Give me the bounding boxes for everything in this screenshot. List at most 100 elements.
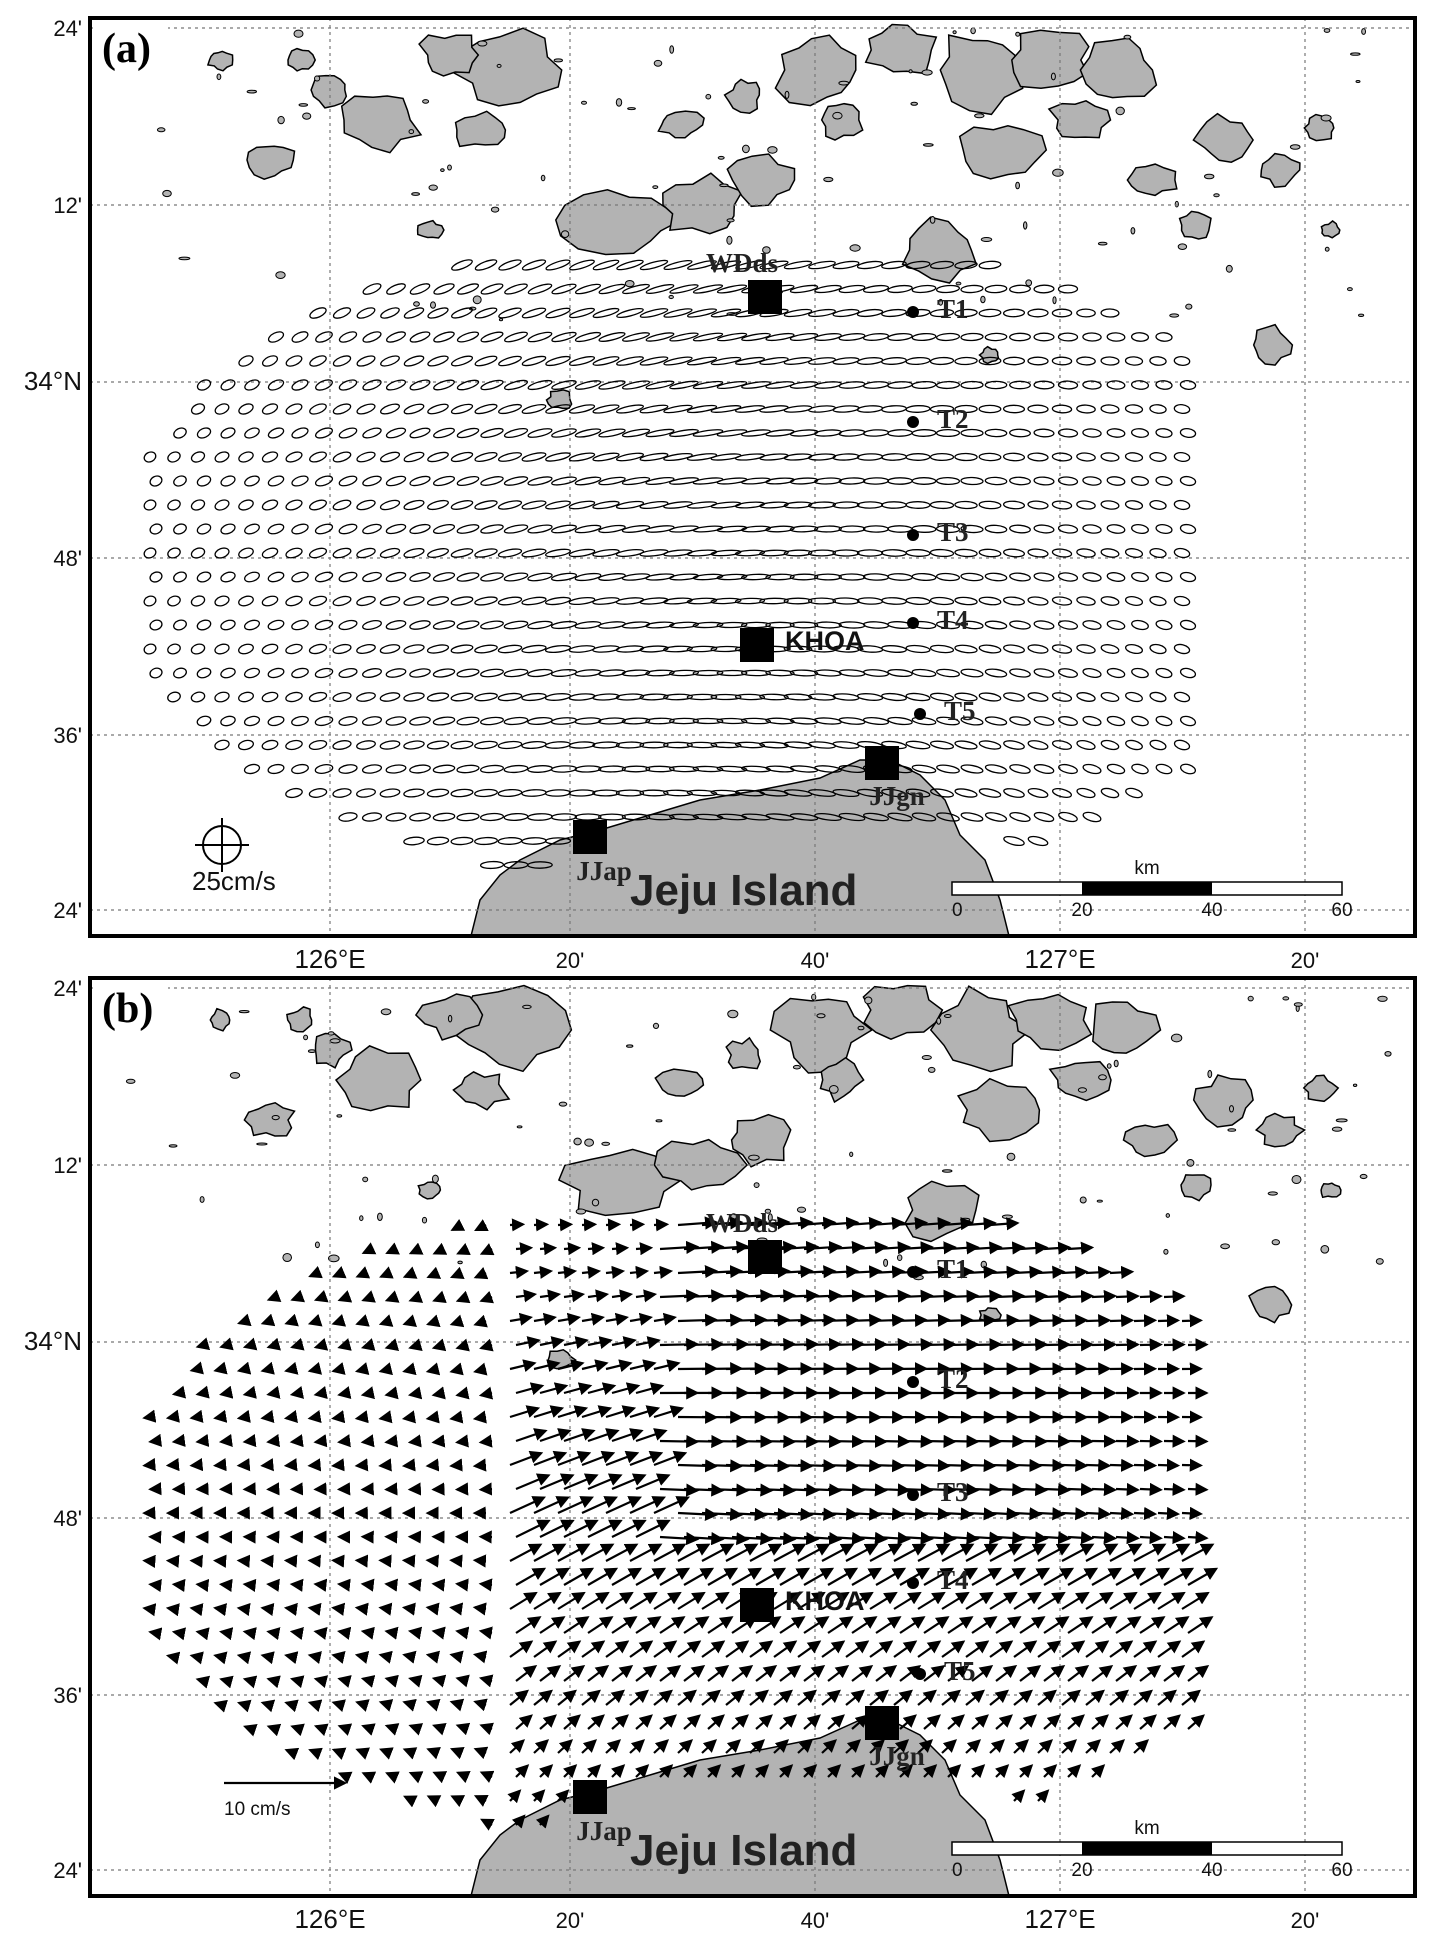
panel-a: 24' 12' 34°N 48' 36' 24' 126°E 20' 40' 127°E 20' (a… bbox=[24, 16, 1417, 974]
tidal-ellipse bbox=[497, 548, 523, 558]
tidal-ellipse bbox=[1082, 715, 1102, 727]
tidal-ellipse bbox=[243, 619, 261, 631]
tidal-ellipse bbox=[616, 259, 644, 271]
current-vector bbox=[1067, 1434, 1095, 1448]
tidal-ellipse bbox=[1051, 548, 1073, 558]
tidal-ellipse bbox=[474, 259, 498, 271]
tidal-ellipse bbox=[498, 355, 522, 367]
tidal-ellipse bbox=[1082, 572, 1102, 582]
current-vector bbox=[218, 1578, 233, 1592]
station-marker-jjap bbox=[573, 1780, 607, 1814]
tidal-ellipse bbox=[356, 499, 376, 511]
tidal-ellipse bbox=[409, 620, 431, 630]
tidal-ellipse bbox=[1009, 620, 1031, 630]
current-vector bbox=[425, 1458, 440, 1472]
tidal-ellipse bbox=[503, 620, 529, 630]
latitude-label: 48' bbox=[53, 546, 82, 571]
tidal-ellipse bbox=[285, 787, 303, 799]
tidal-ellipse bbox=[1033, 716, 1055, 726]
tidal-ellipse bbox=[984, 812, 1008, 822]
tidal-ellipse bbox=[338, 427, 358, 439]
islet-shape bbox=[941, 1169, 953, 1173]
tidal-ellipse bbox=[1033, 811, 1055, 823]
tidal-ellipse bbox=[783, 597, 813, 605]
tidal-ellipse bbox=[716, 284, 748, 294]
tidal-ellipse bbox=[385, 812, 407, 822]
tidal-ellipse bbox=[379, 740, 401, 750]
tidal-ellipse bbox=[267, 715, 285, 727]
tidal-ellipse bbox=[190, 643, 206, 655]
tidal-ellipse bbox=[385, 475, 407, 487]
tidal-ellipse bbox=[338, 812, 358, 822]
tidal-ellipse bbox=[1076, 739, 1096, 751]
tidal-ellipse bbox=[243, 763, 261, 775]
tidal-ellipse bbox=[451, 259, 473, 271]
tidal-ellipse bbox=[214, 739, 230, 751]
latitude-label: 12' bbox=[53, 1153, 82, 1178]
tidal-ellipse bbox=[527, 620, 553, 630]
tidal-ellipse bbox=[960, 716, 984, 726]
station-marker-khoa bbox=[740, 1588, 774, 1622]
tidal-ellipse bbox=[929, 644, 955, 654]
tidal-ellipse bbox=[521, 307, 547, 319]
tidal-ellipse bbox=[960, 332, 984, 342]
tidal-ellipse bbox=[385, 571, 407, 583]
scale-tick-label: 40 bbox=[1201, 1860, 1222, 1881]
islet-shape bbox=[573, 1137, 582, 1146]
islet-shape bbox=[980, 295, 986, 304]
island-shape bbox=[454, 110, 507, 148]
islet-shape bbox=[849, 1151, 854, 1158]
tidal-ellipse bbox=[309, 307, 327, 319]
current-vector bbox=[384, 1434, 399, 1448]
current-vector bbox=[533, 1218, 550, 1232]
tidal-ellipse bbox=[1155, 763, 1173, 775]
tidal-ellipse bbox=[692, 669, 724, 677]
tidal-ellipse bbox=[551, 331, 577, 343]
tidal-ellipse bbox=[237, 739, 255, 751]
transect-label-t3: T3 bbox=[937, 517, 969, 547]
tidal-ellipse bbox=[450, 836, 474, 846]
transect-point-t2 bbox=[907, 416, 919, 428]
islet-shape bbox=[624, 280, 635, 288]
tidal-ellipse bbox=[196, 667, 212, 679]
tidal-ellipse bbox=[285, 355, 303, 367]
current-vector bbox=[331, 1458, 345, 1472]
transect-point-t3 bbox=[907, 529, 919, 541]
islet-shape bbox=[1130, 227, 1136, 235]
tidal-ellipse bbox=[838, 525, 866, 533]
tidal-ellipse bbox=[527, 428, 553, 438]
current-vector bbox=[1067, 1482, 1095, 1497]
tidal-ellipse bbox=[905, 692, 931, 702]
tidal-ellipse bbox=[167, 595, 181, 607]
tidal-ellipse bbox=[598, 332, 626, 342]
current-vector bbox=[242, 1627, 257, 1641]
tidal-ellipse bbox=[716, 669, 748, 677]
current-vector bbox=[1157, 1314, 1181, 1328]
tidal-ellipse bbox=[1100, 404, 1120, 414]
tidal-ellipse bbox=[545, 548, 571, 558]
islet-shape bbox=[421, 1216, 428, 1224]
islet-shape bbox=[246, 89, 258, 94]
tidal-ellipse bbox=[480, 283, 504, 295]
tidal-ellipse bbox=[574, 380, 602, 390]
tidal-ellipse bbox=[978, 644, 1002, 654]
tidal-ellipse bbox=[527, 283, 553, 295]
islet-shape bbox=[857, 1025, 865, 1031]
current-vector bbox=[1085, 1506, 1112, 1521]
islet-shape bbox=[516, 1125, 523, 1129]
current-vector bbox=[260, 1602, 275, 1617]
tidal-ellipse bbox=[598, 813, 626, 821]
islet-shape bbox=[282, 1253, 293, 1262]
tidal-ellipse bbox=[789, 332, 819, 342]
current-vector bbox=[449, 1554, 463, 1568]
tidal-ellipse bbox=[409, 523, 431, 535]
latitude-label: 36' bbox=[53, 723, 82, 748]
tidal-ellipse bbox=[807, 549, 837, 557]
tidal-ellipse bbox=[243, 715, 261, 727]
islet-shape bbox=[472, 295, 482, 305]
tidal-ellipse bbox=[1149, 452, 1167, 462]
tidal-ellipse bbox=[1173, 547, 1191, 559]
tidal-ellipse bbox=[1082, 668, 1102, 678]
tidal-ellipse bbox=[1076, 308, 1096, 318]
current-vector bbox=[289, 1385, 305, 1399]
